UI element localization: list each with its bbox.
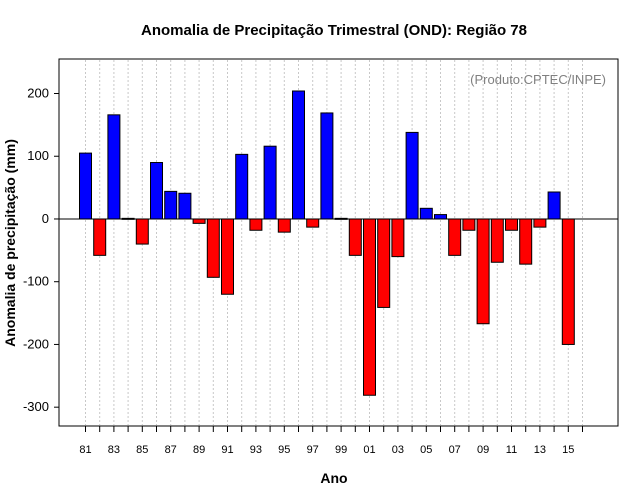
grid-lines	[85, 60, 583, 425]
y-tick-label: -200	[23, 336, 49, 351]
y-axis-label: Anomalia de precipitação (mm)	[2, 139, 18, 347]
bar-1998	[320, 112, 334, 220]
chart-title: Anomalia de Precipitação Trimestral (OND…	[141, 22, 527, 39]
bar-1981	[79, 152, 92, 220]
x-tick-label: 13	[534, 444, 546, 456]
bar-1995	[277, 218, 291, 233]
bar-2007	[448, 218, 462, 256]
x-axis-label: Ano	[320, 470, 347, 486]
bar-2000	[348, 218, 362, 256]
bar-2004	[405, 131, 419, 220]
bar-1983	[107, 114, 121, 220]
bar-1988	[178, 192, 192, 220]
y-tick-label: 0	[42, 211, 49, 226]
y-axis: -300 -200 -100 0 100 200	[23, 86, 59, 414]
bar-1987	[164, 190, 178, 220]
bar-2014	[547, 191, 561, 220]
bar-2006	[434, 214, 447, 220]
x-tick-label: 89	[193, 444, 205, 456]
x-axis: 81 83 85 87 89 91 93 95 97 99 01 03 05 07 09 11 13 15	[79, 426, 583, 456]
x-tick-label: 83	[108, 444, 120, 456]
bar-1993	[249, 218, 263, 231]
x-tick-label: 11	[506, 444, 517, 456]
bar-2008	[462, 218, 476, 231]
bar-2001	[363, 218, 376, 396]
bar-1994	[263, 145, 277, 220]
bar-1985	[135, 218, 149, 245]
x-tick-label: 15	[562, 444, 574, 456]
credit-label: (Produto:CPTEC/INPE)	[470, 72, 606, 87]
x-tick-label: 07	[449, 444, 461, 456]
x-tick-label: 05	[420, 444, 432, 456]
x-tick-label: 97	[307, 444, 319, 456]
bar-2009	[476, 218, 490, 325]
y-tick-label: -100	[23, 274, 49, 289]
bar-1982	[93, 218, 107, 256]
bar-1992	[235, 153, 249, 220]
x-tick-label: 87	[165, 444, 177, 456]
bar-1986	[150, 162, 163, 220]
y-tick-label: 100	[27, 148, 49, 163]
bar-2011	[505, 218, 518, 231]
bars	[79, 90, 575, 396]
bar-1990	[206, 218, 220, 278]
x-tick-label: 81	[79, 444, 91, 456]
bar-1989	[192, 218, 206, 224]
bar-1997	[306, 218, 320, 228]
x-tick-label: 91	[221, 444, 233, 456]
x-tick-label: 03	[392, 444, 404, 456]
bar-1996	[292, 90, 305, 220]
bar-2010	[490, 218, 504, 263]
x-tick-label: 99	[335, 444, 347, 456]
x-tick-label: 85	[136, 444, 148, 456]
y-tick-label: 200	[27, 86, 49, 101]
x-tick-label: 01	[363, 444, 375, 456]
x-tick-label: 93	[250, 444, 262, 456]
x-tick-label: 09	[477, 444, 489, 456]
bar-2015	[561, 218, 575, 345]
bar-2012	[519, 218, 533, 265]
bar-2002	[377, 218, 391, 308]
bar-2005	[419, 207, 433, 220]
bar-2013	[533, 218, 547, 228]
x-tick-label: 95	[278, 444, 290, 456]
bar-1991	[221, 218, 234, 295]
bar-2003	[391, 218, 405, 258]
plot-frame	[58, 58, 619, 427]
y-tick-label: -300	[23, 399, 49, 414]
